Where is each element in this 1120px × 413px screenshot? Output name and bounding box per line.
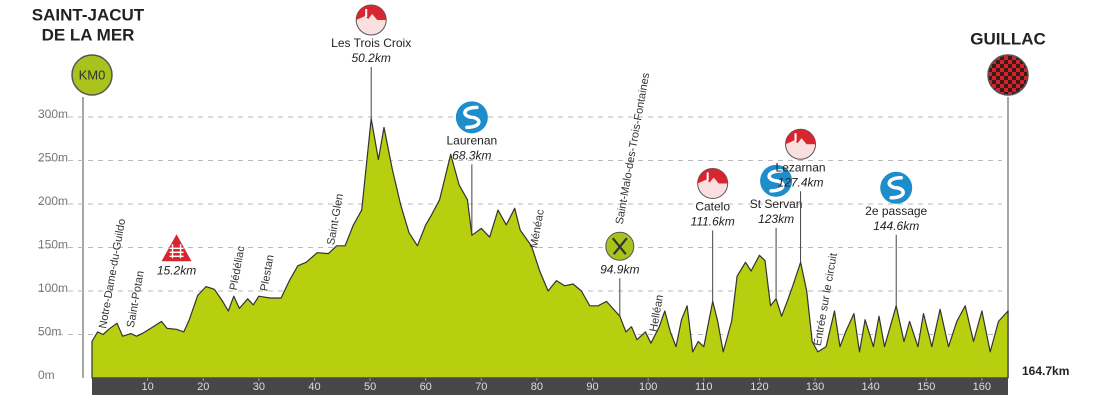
climb-icon-fill (785, 129, 816, 145)
marker-name: Lezarnan (776, 160, 826, 174)
marker-distance: 111.6km (691, 215, 735, 229)
marker-distance: 94.9km (600, 262, 639, 276)
x-tick-label: 30 (253, 381, 265, 393)
place-name: Saint-Glen (325, 193, 346, 246)
x-tick-label: 90 (586, 381, 598, 393)
finish-flag (987, 54, 1029, 96)
marker-name: Laurenan (446, 133, 497, 147)
place-name: Ménéac (528, 208, 547, 249)
x-tick-label: 60 (420, 381, 432, 393)
sprint-glyph (463, 105, 481, 130)
marker-climb (785, 128, 817, 263)
climb-flag (365, 9, 368, 17)
distance-label: 164.7km (1022, 364, 1069, 378)
x-tick-label: 100 (639, 381, 657, 393)
x-tick-label: 160 (973, 381, 991, 393)
rail-glyph (169, 244, 184, 259)
y-tick-label: 250m (38, 151, 68, 165)
x-tick-label: 150 (917, 381, 935, 393)
marker-distance: 123km (758, 212, 794, 226)
place-name: Notre-Dame-du-Guildo (97, 218, 128, 330)
start-name: DE LA MER (42, 25, 135, 44)
x-tick-label: 10 (141, 381, 153, 393)
x-tick-label: 120 (750, 381, 768, 393)
climb-icon-fill (697, 168, 728, 184)
x-tick-label: 70 (475, 381, 487, 393)
marker-sprint (880, 171, 913, 306)
place-name: Plédéliac (228, 245, 248, 292)
x-tick-label: 110 (695, 381, 713, 393)
climb-icon-fill (356, 5, 387, 21)
x-tick-label: 50 (364, 381, 376, 393)
x-tick-label: 130 (806, 381, 824, 393)
climb-icon-fill (356, 14, 387, 36)
marker-name: Les Trois Croix (331, 36, 411, 50)
y-tick-label: 100m (38, 281, 68, 295)
feed-glyph (611, 237, 628, 255)
marker-feed (605, 231, 635, 317)
marker-distance: 50.2km (352, 51, 391, 65)
climb-flag (794, 133, 797, 142)
y-tick-label: 200m (38, 194, 68, 208)
marker-sprint (760, 164, 793, 299)
marker-distance: 68.3km (452, 148, 491, 162)
marker-distance: 127.4km (778, 175, 824, 189)
start-badge-label: KM0 (79, 67, 106, 82)
start-badge (71, 54, 113, 96)
marker-climb (355, 4, 387, 119)
marker-sprint (455, 101, 488, 236)
x-tick-label: 20 (197, 381, 209, 393)
y-tick-label: 0m (38, 368, 55, 382)
start-name: SAINT-JACUT (32, 5, 145, 24)
marker-name: 2e passage (865, 204, 927, 218)
place-name: Plestan (258, 254, 276, 292)
climb-icon-fill (697, 177, 728, 199)
place-name: Saint-Potan (125, 270, 147, 329)
place-name: Saint-Malo-des-Trois-Fontaines (614, 71, 653, 225)
x-axis-bar (92, 378, 1008, 395)
sprint-glyph (887, 176, 905, 200)
sprint-glyph (767, 169, 785, 193)
finish-name: GUILLAC (970, 29, 1046, 48)
marker-name: Catelo (695, 200, 730, 214)
climb-icon-fill (785, 138, 816, 160)
x-tick-label: 80 (531, 381, 543, 393)
marker-name: St Servan (750, 197, 803, 211)
y-tick-label: 50m (38, 325, 61, 339)
x-tick-label: 140 (861, 381, 879, 393)
y-tick-label: 300m (38, 107, 68, 121)
marker-rail (161, 234, 192, 262)
marker-climb (697, 167, 729, 302)
x-tick-label: 40 (308, 381, 320, 393)
marker-distance: 15.2km (157, 263, 196, 277)
climb-flag (706, 172, 709, 181)
marker-distance: 144.6km (873, 219, 919, 233)
y-tick-label: 150m (38, 238, 68, 252)
elevation-area (91, 118, 1009, 379)
